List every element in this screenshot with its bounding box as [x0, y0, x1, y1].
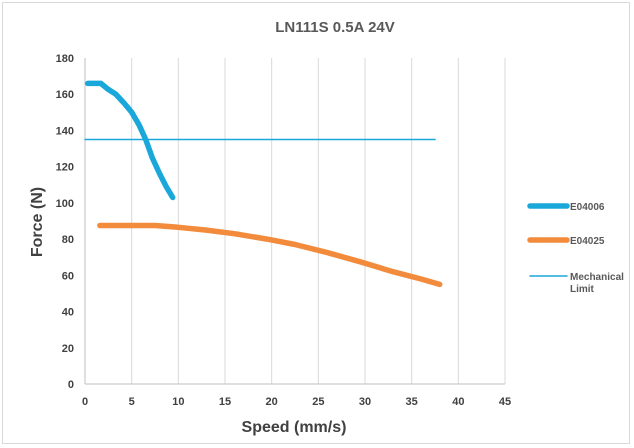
- x-tick-label: 15: [219, 396, 231, 408]
- x-tick-label: 5: [129, 396, 135, 408]
- y-tick-label: 20: [62, 343, 74, 355]
- series-line-1: [85, 80, 176, 201]
- x-tick-label: 40: [452, 396, 464, 408]
- x-tick-label: 30: [359, 396, 371, 408]
- y-axis-label: Force (N): [29, 187, 46, 257]
- x-tick-label: 25: [312, 396, 324, 408]
- grid-lines: [131, 58, 506, 384]
- y-tick-label: 180: [56, 53, 74, 65]
- x-axis-label: Speed (mm/s): [242, 419, 347, 436]
- y-tick-label: 140: [56, 125, 74, 137]
- legend: E04006 E04025 Mechanical Limit: [527, 202, 624, 295]
- x-tick-label: 20: [266, 396, 278, 408]
- y-tick-label: 160: [56, 89, 74, 101]
- legend-label-1: E04006: [570, 202, 605, 213]
- y-tick-labels: 0 20 40 60 80 100 120 140 160 180: [56, 53, 74, 391]
- series-line-2: [97, 222, 443, 288]
- x-tick-label: 35: [406, 396, 418, 408]
- y-tick-label: 60: [62, 270, 74, 282]
- y-tick-label: 100: [56, 198, 74, 210]
- x-tick-label: 10: [172, 396, 184, 408]
- y-tick-label: 0: [68, 379, 74, 391]
- series-lines: [84, 80, 443, 288]
- x-tick-labels: 0 5 10 15 20 25 30 35 40 45: [82, 396, 511, 408]
- x-tick-label: 0: [82, 396, 88, 408]
- x-tick-label: 45: [499, 396, 511, 408]
- y-tick-label: 40: [62, 307, 74, 319]
- axes: [84, 58, 505, 385]
- y-tick-label: 120: [56, 162, 74, 174]
- chart-title: LN111S 0.5A 24V: [275, 19, 395, 36]
- y-tick-label: 80: [62, 234, 74, 246]
- legend-label-2: E04025: [570, 236, 605, 247]
- legend-label-3: Mechanical Limit: [570, 272, 624, 295]
